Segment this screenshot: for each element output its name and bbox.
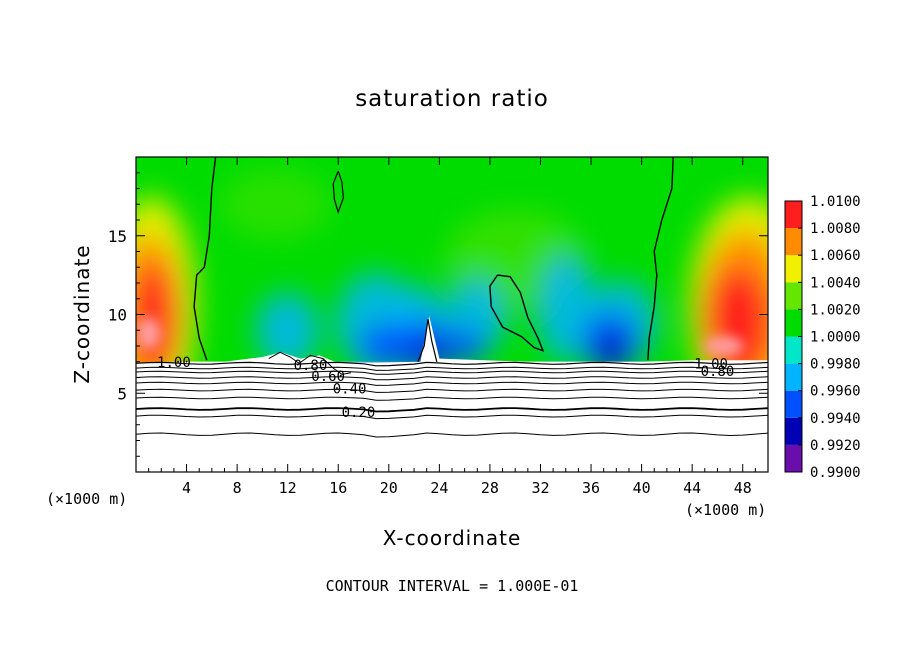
colorbar-label: 0.9920 (810, 438, 861, 454)
colorbar-band (785, 417, 802, 445)
contour-interval-note: CONTOUR INTERVAL = 1.000E-01 (325, 577, 579, 595)
light-green-region (220, 169, 331, 240)
cyan-region (255, 292, 320, 369)
colorbar: 0.9900 0.9920 0.9940 0.9960 0.9980 1.0000 1.00… (784, 194, 861, 481)
colorbar-label: 1.0000 (810, 330, 861, 346)
contour-label: 1.00 (157, 355, 191, 371)
contour-spike (417, 319, 438, 363)
contour-0.60 (136, 381, 768, 386)
contour-label: 0.20 (342, 405, 376, 421)
contour-small-loop (332, 170, 344, 215)
contour-0.50 (136, 388, 768, 393)
colorbar-label: 0.9900 (810, 465, 861, 481)
x-tick-label: 20 (380, 479, 398, 497)
colorbar-band (785, 201, 802, 229)
y-tick-label: 10 (108, 306, 127, 325)
contour-0.70 (136, 376, 768, 381)
contour-0.40 (136, 396, 768, 401)
x-axis-ticks: 4 8 12 16 20 24 28 32 36 40 44 48 (148, 157, 769, 497)
colorbar-label: 1.0100 (810, 194, 861, 210)
contour-0.20 (136, 414, 768, 420)
x-tick-label: 44 (683, 479, 701, 497)
colorbar-label: 1.0040 (810, 275, 861, 291)
colorbar-band (785, 228, 802, 256)
contour-label: 0.40 (333, 382, 367, 398)
blue-region (444, 328, 485, 364)
y-tick-label: 5 (117, 384, 127, 403)
colorbar-band (785, 309, 802, 337)
hot-spots (136, 317, 744, 356)
colorbar-band (785, 336, 802, 364)
colorbar-label: 0.9960 (810, 384, 861, 400)
contour-label: 0.80 (701, 364, 735, 380)
colorbar-band (785, 282, 802, 310)
contour-0.90 (136, 366, 768, 371)
colorbar-label: 1.0060 (810, 248, 861, 264)
x-tick-label: 24 (430, 479, 448, 497)
colorbar-label: 0.9980 (810, 357, 861, 373)
contour-0.10 (136, 432, 768, 438)
colorbar-label: 1.0020 (810, 302, 861, 318)
colorbar-band (785, 255, 802, 283)
contour-lines (136, 157, 768, 438)
pink-spot (136, 317, 161, 350)
x-tick-label: 48 (734, 479, 752, 497)
pink-spot (703, 336, 744, 356)
x-tick-label: 4 (182, 479, 191, 497)
x-tick-label: 16 (329, 479, 347, 497)
contour-1.00-left (193, 157, 217, 361)
dark-blue-region (599, 331, 628, 368)
contour-0.80 (136, 370, 768, 375)
y-axis-ticks: 5 10 15 (108, 172, 768, 457)
x-tick-label: 8 (233, 479, 242, 497)
contour-1.00-loop (489, 274, 545, 352)
x-unit-label-left: (×1000 m) (46, 490, 128, 508)
saturation-field (136, 157, 768, 472)
x-tick-label: 28 (481, 479, 499, 497)
x-axis-label: X-coordinate (382, 526, 522, 550)
colorbar-band (785, 390, 802, 418)
contour-label: 1.00 (694, 356, 728, 372)
blue-region (358, 324, 419, 368)
x-tick-label: 40 (633, 479, 651, 497)
x-tick-label: 32 (531, 479, 549, 497)
colorbar-label: 0.9940 (810, 411, 861, 427)
x-tick-label: 36 (582, 479, 600, 497)
contour-labels: 1.00 0.800.600.400.201.000.80 (157, 355, 734, 421)
contour-bump (268, 351, 351, 375)
contour-1.00-right (647, 157, 674, 361)
chart-title: saturation ratio (355, 86, 549, 112)
contour-0.30 (136, 407, 768, 413)
cyan-region (535, 251, 596, 362)
colorbar-label: 1.0080 (810, 221, 861, 237)
y-axis-label: Z-coordinate (70, 244, 94, 384)
colorbar-band (785, 363, 802, 391)
contour-label: 0.80 (294, 358, 328, 374)
x-tick-label: 12 (279, 479, 297, 497)
colorbar-band (785, 444, 802, 472)
contour-1.00-base (136, 361, 768, 367)
x-unit-label-right: (×1000 m) (685, 501, 767, 519)
contour-label: 0.60 (311, 369, 345, 385)
y-tick-label: 15 (108, 227, 127, 246)
